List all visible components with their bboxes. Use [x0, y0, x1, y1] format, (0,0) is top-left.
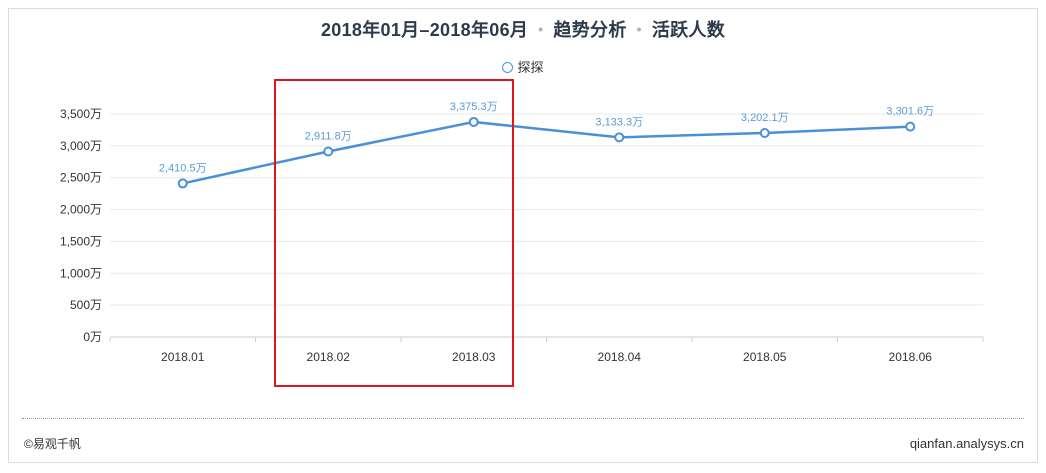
footer-brand: ©易观千帆: [24, 437, 81, 451]
series-line: [182, 120, 911, 185]
data-label: 3,202.1万: [741, 112, 789, 124]
y-tick-label: 0万: [83, 330, 102, 344]
data-point: [759, 127, 770, 138]
y-tick-label: 2,000万: [60, 203, 102, 217]
x-tick-label: 2018.02: [307, 350, 351, 364]
y-tick-label: 3,000万: [60, 139, 102, 153]
data-label: 3,301.6万: [886, 106, 934, 118]
data-point: [323, 146, 334, 157]
title-metric: 活跃人数: [651, 20, 726, 40]
y-tick-label: 3,500万: [60, 107, 102, 121]
x-tick-label: 2018.05: [743, 350, 787, 364]
data-point: [905, 121, 916, 132]
legend-marker-icon: [502, 62, 514, 73]
chart-frame: [8, 8, 1038, 463]
footer-site: qianfan.analysys.cn: [909, 436, 1024, 451]
data-label: 2,911.8万: [305, 130, 352, 142]
y-tick-label: 2,500万: [60, 171, 102, 185]
chart-legend[interactable]: 探探: [0, 57, 1046, 76]
data-label: 2,410.5万: [159, 162, 207, 174]
data-label: 3,375.3万: [450, 101, 498, 113]
y-tick-label: 1,500万: [60, 234, 102, 248]
legend-label: 探探: [517, 60, 544, 75]
x-tick-label: 2018.01: [161, 350, 205, 364]
title-section: 趋势分析: [553, 20, 627, 40]
highlight-box: [274, 79, 514, 387]
title-separator-1: •: [538, 21, 544, 37]
x-tick-label: 2018.06: [889, 350, 933, 364]
footer-divider: [22, 418, 1024, 419]
x-tick-label: 2018.04: [598, 350, 642, 364]
y-tick-label: 500万: [70, 298, 102, 312]
title-period: 2018年01月–2018年06月: [320, 20, 529, 40]
data-point: [468, 116, 479, 127]
y-tick-label: 1,000万: [60, 266, 102, 280]
title-separator-2: •: [636, 21, 642, 37]
data-point: [177, 178, 188, 189]
chart-title: 2018年01月–2018年06月 • 趋势分析 • 活跃人数: [0, 16, 1046, 42]
data-point: [614, 132, 625, 143]
data-label: 3,133.3万: [595, 116, 643, 128]
x-tick-label: 2018.03: [452, 350, 496, 364]
